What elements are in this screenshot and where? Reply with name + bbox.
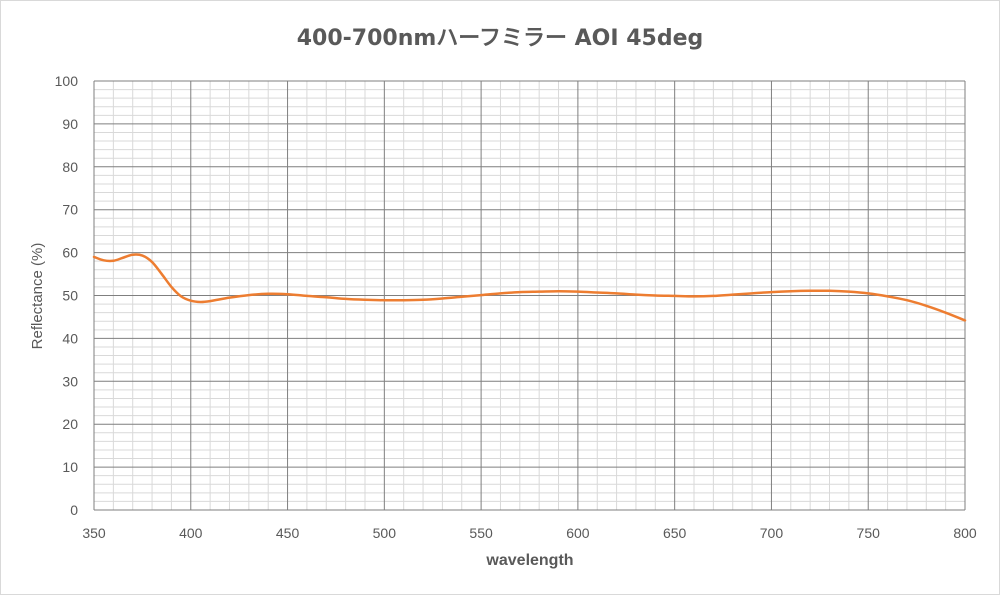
- chart-title: 400-700nmハーフミラー AOI 45deg: [296, 26, 704, 51]
- y-tick-label: 50: [62, 288, 78, 304]
- x-tick-label: 650: [663, 525, 687, 541]
- y-tick-label: 30: [62, 373, 78, 389]
- x-tick-label: 600: [566, 525, 590, 541]
- y-tick-label: 10: [62, 459, 78, 475]
- x-tick-label: 550: [469, 525, 493, 541]
- series-line: [92, 253, 967, 322]
- y-tick-label: 80: [62, 159, 78, 175]
- x-tick-label: 700: [760, 525, 784, 541]
- y-tick-labels: 0 10 20 30 40 50 60 70 80 90 100: [55, 73, 79, 518]
- y-tick-label: 90: [62, 116, 78, 132]
- y-axis-label: Reflectance (%): [29, 243, 46, 350]
- x-tick-label: 350: [82, 525, 106, 541]
- y-tick-label: 40: [62, 330, 78, 346]
- x-tick-labels: 350 400 450 500 550 600 650 700 750 800: [82, 525, 977, 541]
- x-tick-label: 400: [179, 525, 203, 541]
- x-axis-label: wavelength: [485, 552, 573, 569]
- y-tick-label: 60: [62, 245, 78, 261]
- major-grid: [93, 80, 966, 511]
- x-tick-label: 800: [953, 525, 977, 541]
- x-tick-label: 500: [373, 525, 397, 541]
- y-tick-label: 100: [55, 73, 79, 89]
- x-tick-label: 750: [857, 525, 881, 541]
- x-tick-label: 450: [276, 525, 300, 541]
- y-tick-label: 20: [62, 416, 78, 432]
- y-tick-label: 0: [70, 502, 78, 518]
- series-group: [92, 253, 967, 322]
- y-tick-label: 70: [62, 202, 78, 218]
